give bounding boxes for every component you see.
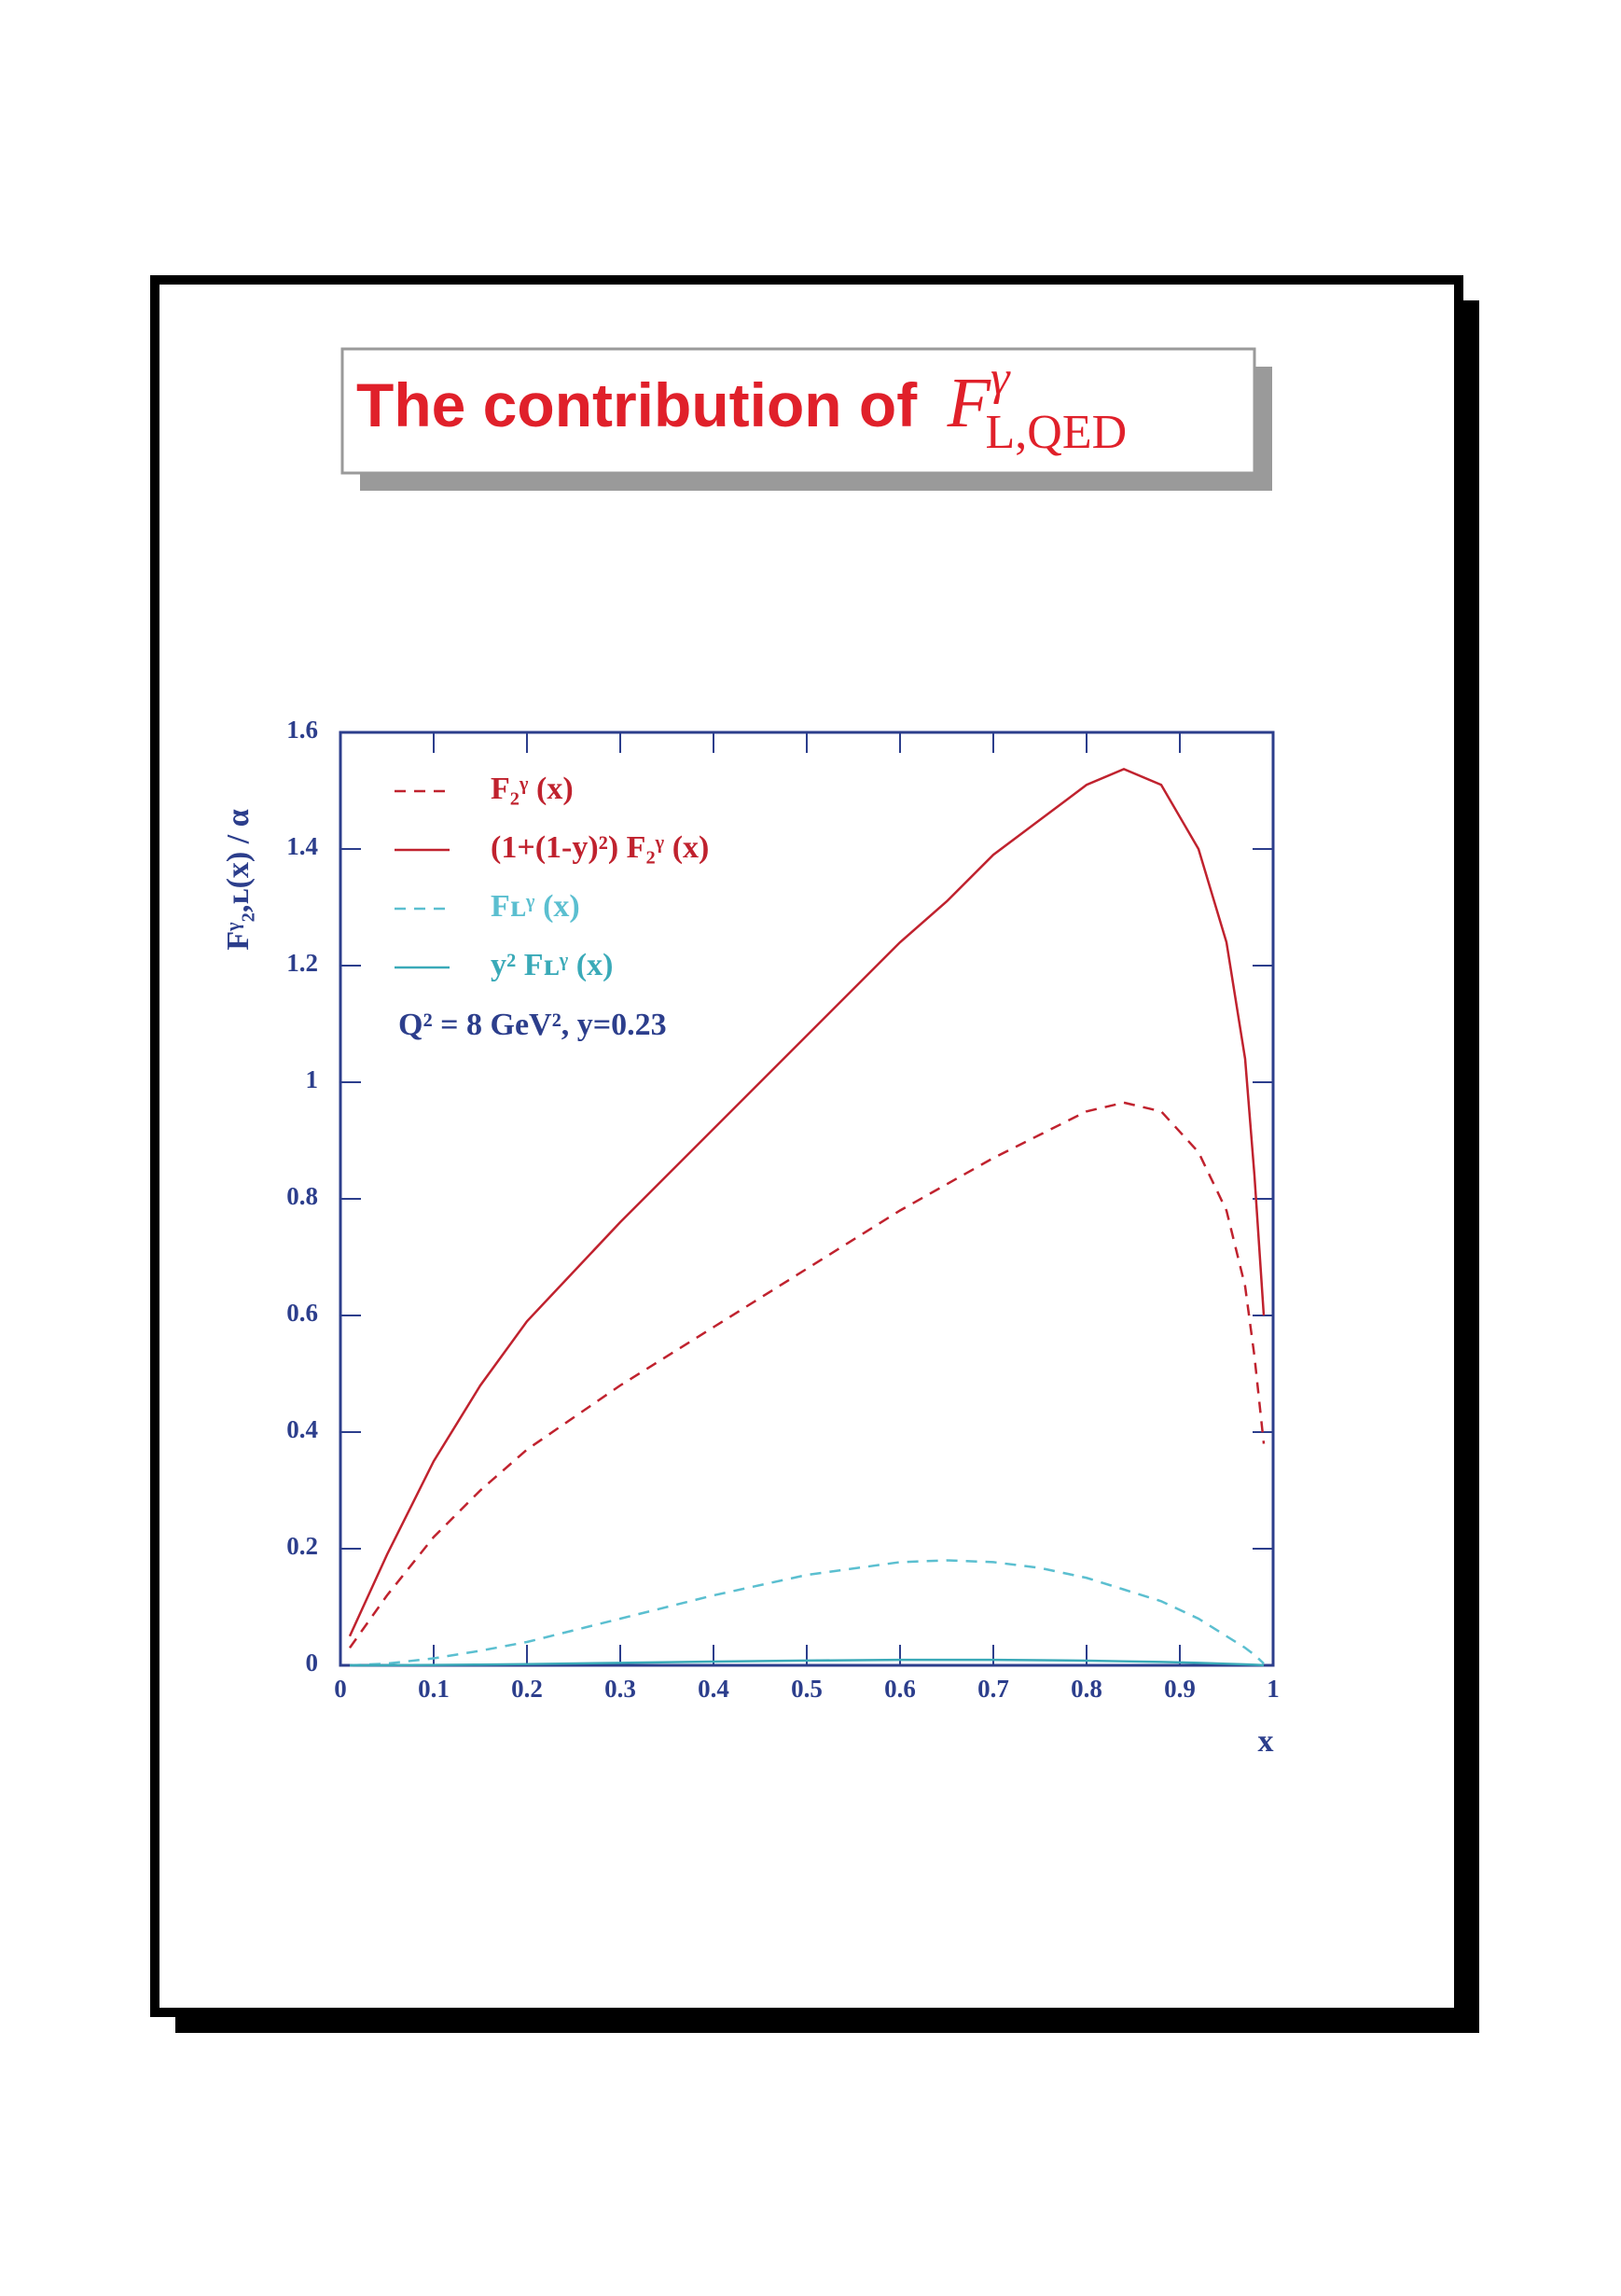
x-tick-label: 0: [334, 1675, 347, 1703]
y-tick-label: 0.4: [286, 1415, 318, 1443]
title-symbol: F: [947, 364, 992, 442]
x-tick-label: 0.4: [698, 1675, 729, 1703]
y-axis-label: Fᵞ₂,ʟ(x) / α: [221, 809, 256, 950]
title-box: [340, 347, 1256, 475]
y-tick-label: 1.6: [286, 716, 318, 744]
y-tick-label: 0.6: [286, 1299, 318, 1327]
legend-label: y² Fʟᵞ (x): [491, 948, 613, 982]
frame: [150, 275, 1463, 2017]
x-tick-label: 0.5: [791, 1675, 823, 1703]
x-tick-label: 0.7: [977, 1675, 1009, 1703]
plot: 0 0.1 0.2 0.3 0.4 0.5 0.6 0.7 0.8 0.9 1 0 0.2 0.4 0.6 0…: [221, 716, 1280, 1759]
y-tick-label: 1: [306, 1065, 319, 1093]
title-superscript: γ: [991, 352, 1011, 405]
x-tick-label: 0.6: [884, 1675, 916, 1703]
x-tick-label: 0.3: [604, 1675, 636, 1703]
title: The contribution of Fγ L,QED: [356, 352, 1127, 459]
y-tick-label: 0: [306, 1649, 319, 1677]
annotation: Q² = 8 GeV², y=0.23: [398, 1008, 667, 1042]
series-line: [348, 1101, 1266, 1649]
legend-label: Fʟᵞ (x): [491, 889, 580, 924]
legend-label: F₂ᵞ (x): [491, 772, 574, 806]
y-tick-label: 1.2: [286, 949, 318, 977]
legend-label: (1+(1-y)²) F₂ᵞ (x): [491, 830, 709, 865]
series-line: [349, 1658, 1265, 1667]
x-tick-label: 0.8: [1071, 1675, 1102, 1703]
title-text: The contribution of: [356, 370, 918, 439]
y-tick-label: 0.8: [286, 1182, 318, 1210]
y-tick-label: 1.4: [286, 832, 318, 860]
x-tick-label: 0.1: [418, 1675, 450, 1703]
series-line: [348, 768, 1266, 1637]
x-axis-label: x: [1258, 1724, 1274, 1759]
series-line: [349, 1559, 1265, 1667]
x-tick-label: 0.2: [511, 1675, 543, 1703]
x-tick-label: 1: [1267, 1675, 1280, 1703]
title-subscript: L,QED: [986, 406, 1128, 459]
x-tick-label: 0.9: [1164, 1675, 1196, 1703]
y-tick-label: 0.2: [286, 1532, 318, 1560]
